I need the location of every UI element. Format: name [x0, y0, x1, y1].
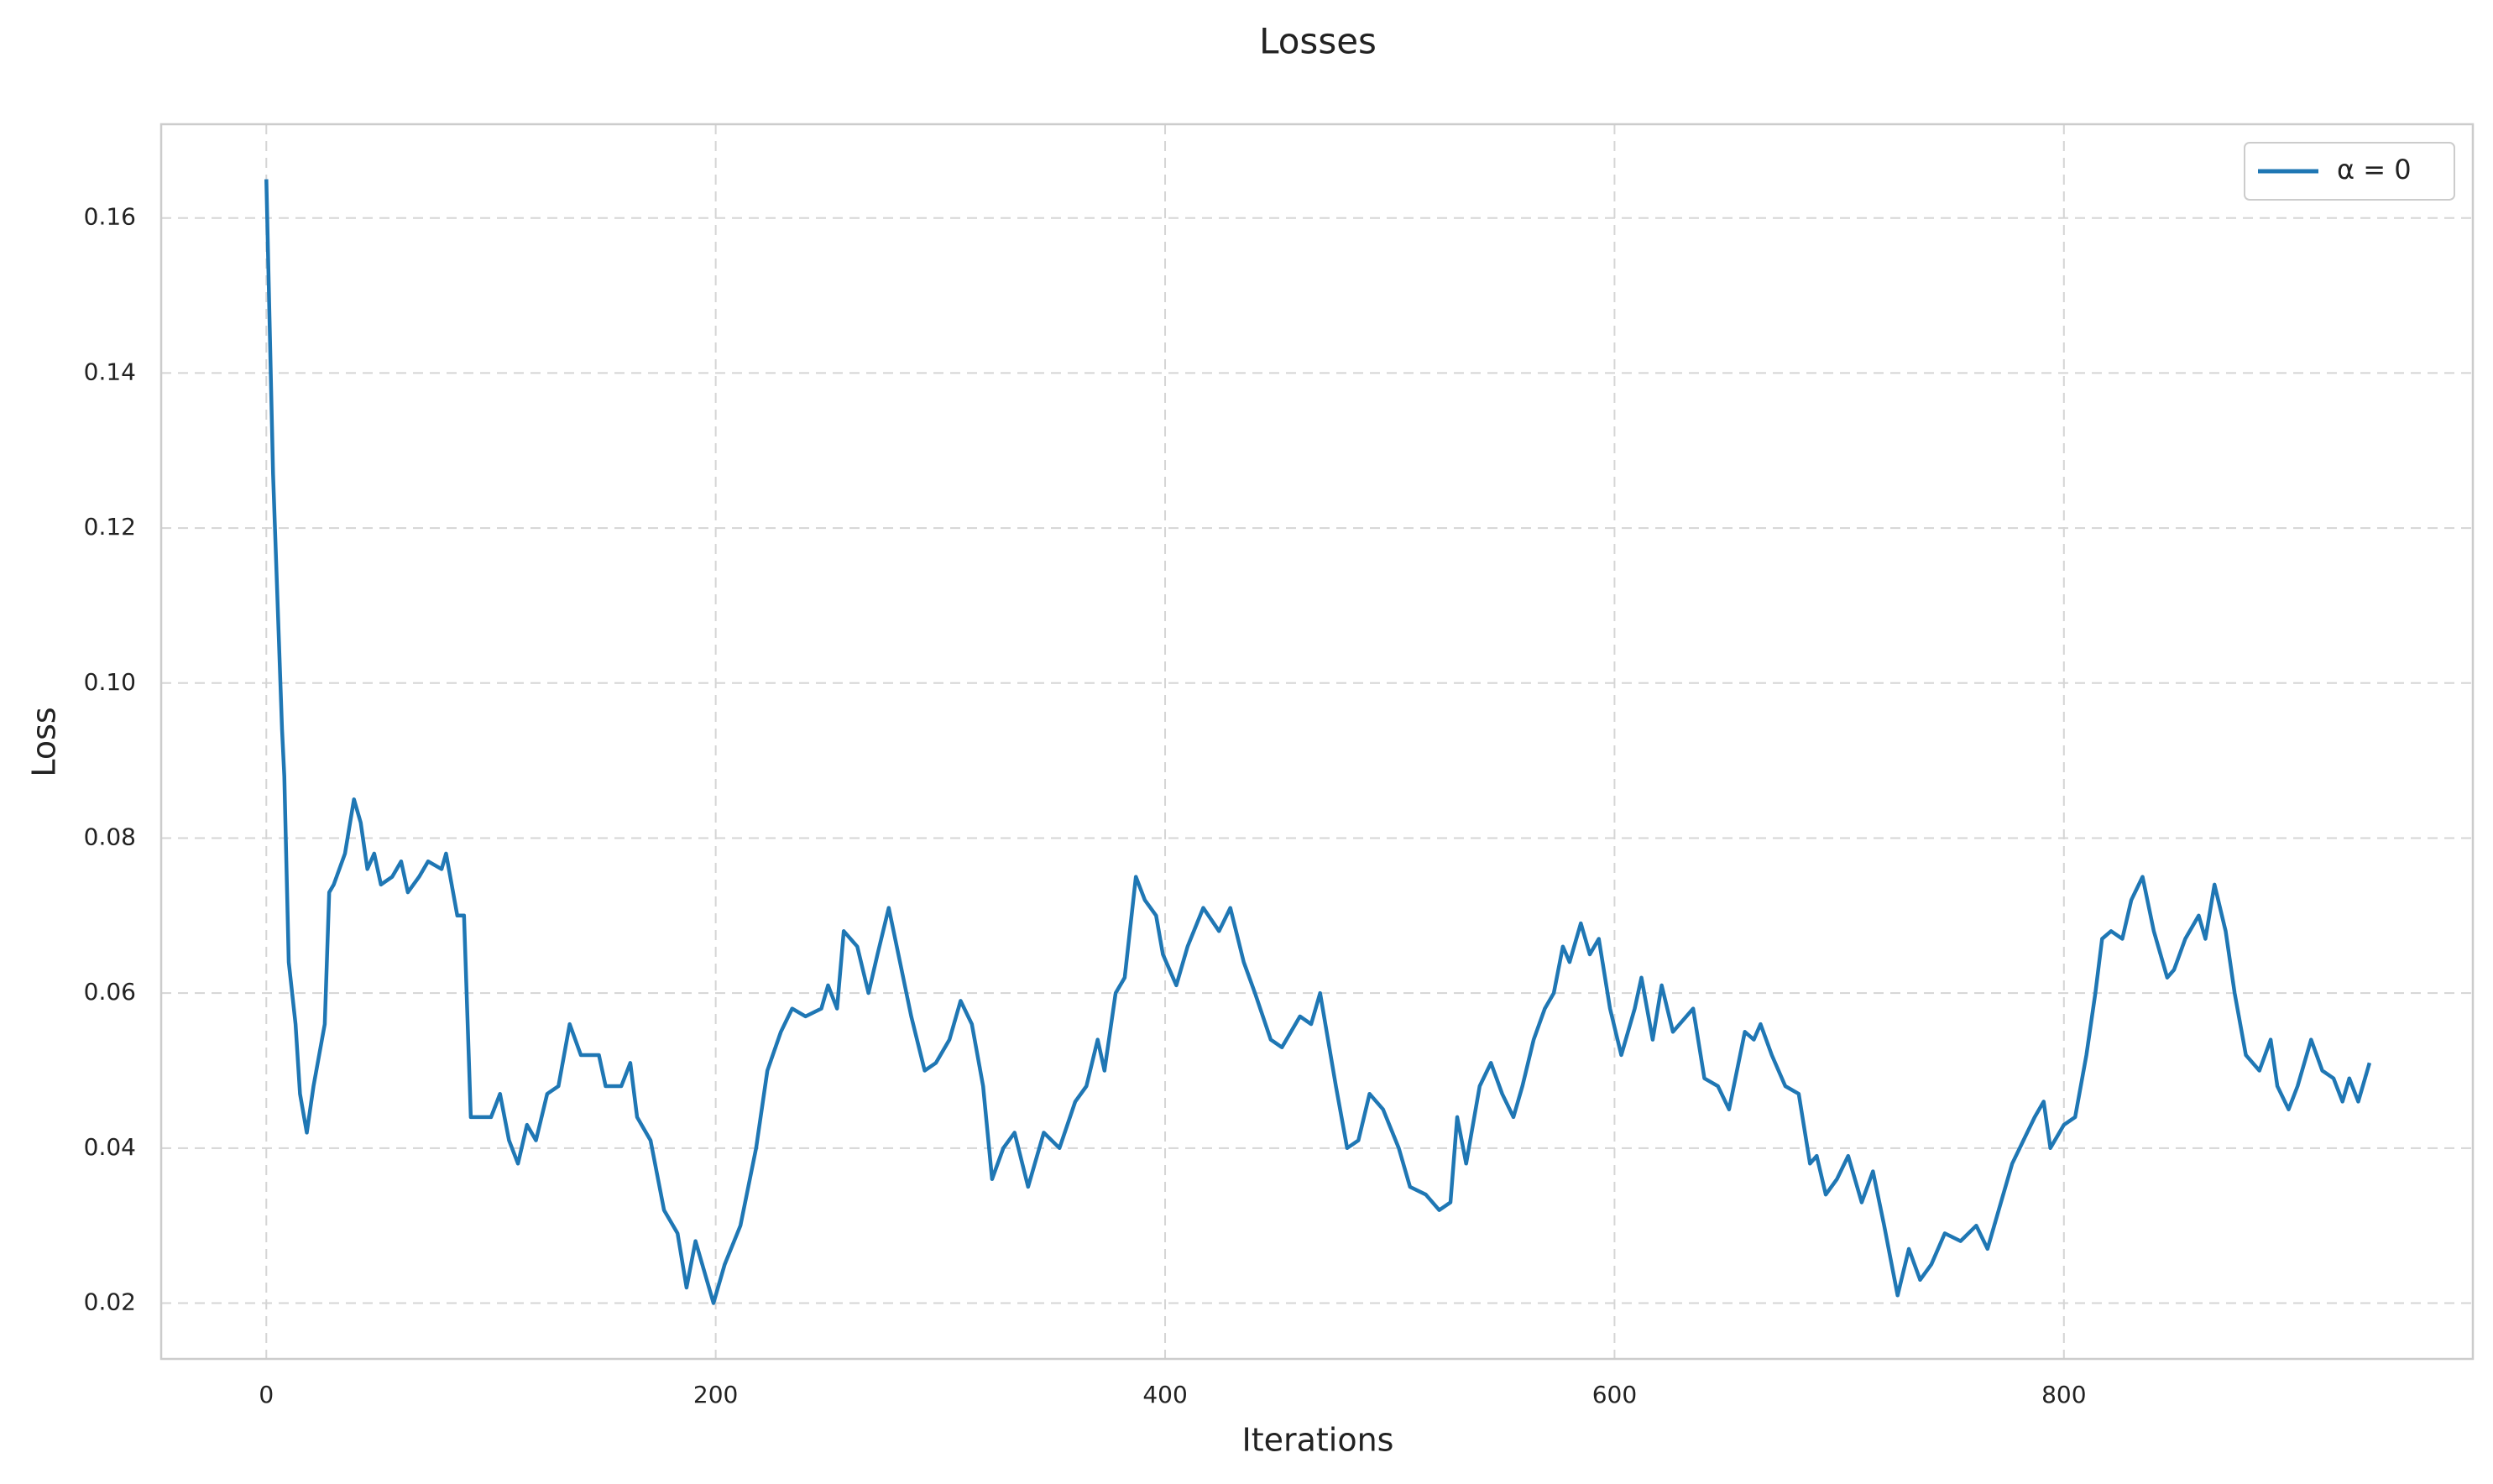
x-tick-label: 800 [2041, 1381, 2086, 1408]
chart-title: Losses [1259, 21, 1377, 62]
y-tick-label: 0.14 [84, 358, 136, 385]
x-tick-label: 400 [1142, 1381, 1187, 1408]
y-tick-label: 0.16 [84, 203, 136, 231]
y-tick-label: 0.12 [84, 513, 136, 541]
y-tick-label: 0.02 [84, 1288, 136, 1316]
legend-label: α = 0 [2337, 154, 2412, 186]
legend: α = 0 [2244, 142, 2455, 201]
y-tick-label: 0.10 [84, 668, 136, 696]
plot-frame [159, 123, 2475, 1361]
x-tick-label: 200 [693, 1381, 738, 1408]
y-tick-label: 0.06 [84, 978, 136, 1006]
x-axis-label: Iterations [1242, 1422, 1394, 1459]
legend-box [2244, 142, 2455, 201]
y-tick-label: 0.08 [84, 823, 136, 850]
x-tick-label: 600 [1592, 1381, 1637, 1408]
line [264, 179, 2372, 1305]
x-tick-label: 0 [259, 1381, 274, 1408]
y-tick-label: 0.04 [84, 1133, 136, 1161]
y-axis-label: Loss [26, 707, 63, 776]
